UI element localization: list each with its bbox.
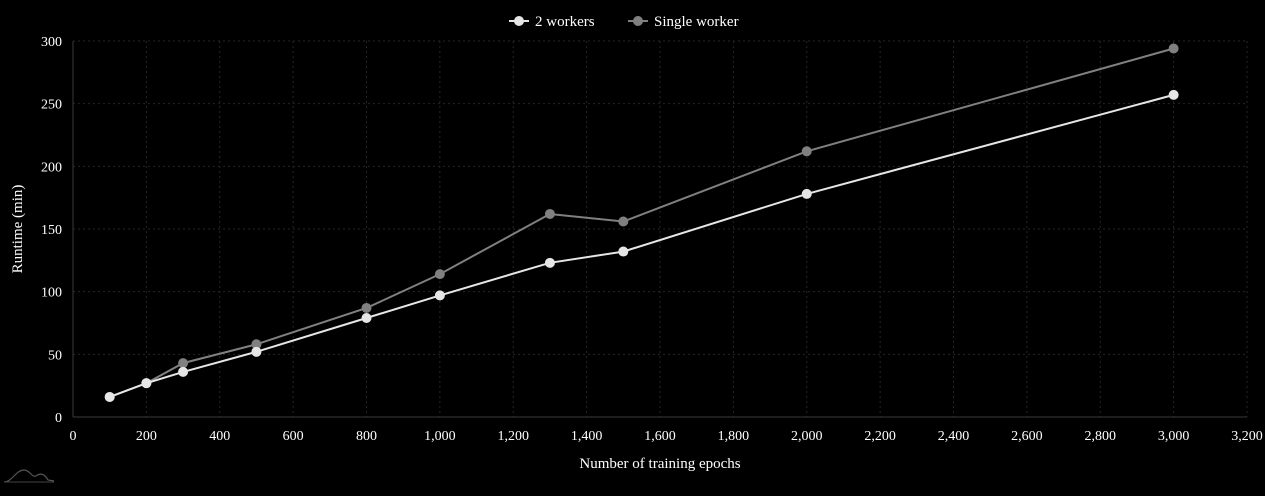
x-axis-title: Number of training epochs: [579, 456, 740, 472]
data-point-2-workers[interactable]: [618, 246, 629, 257]
data-point-2-workers[interactable]: [141, 378, 152, 389]
y-tick-label: 150: [41, 223, 62, 238]
x-tick-label: 2,000: [791, 429, 823, 444]
legend-marker-single-worker: [633, 16, 643, 26]
x-tick-label: 1,000: [424, 429, 456, 444]
x-tick-label: 1,400: [571, 429, 603, 444]
data-point-2-workers[interactable]: [434, 290, 445, 301]
axes: 0 200 400 600 800 1,000 1,200 1,400 1,600 1,800 2,…: [41, 35, 1263, 444]
grid-lines: [73, 40, 1248, 417]
y-tick-label: 50: [48, 348, 62, 363]
data-point-2-workers[interactable]: [361, 312, 372, 323]
x-tick-label: 1,200: [498, 429, 530, 444]
wave-logo-icon: [3, 469, 55, 483]
legend-label-2-workers: 2 workers: [535, 14, 595, 30]
legend-item-2-workers[interactable]: 2 workers: [509, 14, 595, 30]
x-tick-label: 1,800: [718, 429, 750, 444]
data-point-2-workers[interactable]: [104, 391, 115, 402]
series-2-workers: [104, 89, 1179, 402]
y-tick-label: 200: [41, 160, 62, 175]
data-point-single-worker[interactable]: [178, 358, 189, 369]
data-point-single-worker[interactable]: [801, 146, 812, 157]
data-point-single-worker[interactable]: [1168, 43, 1179, 54]
legend[interactable]: 2 workers Single worker: [509, 14, 739, 30]
data-point-2-workers[interactable]: [178, 366, 189, 377]
x-tick-label: 200: [136, 429, 157, 444]
data-point-single-worker[interactable]: [544, 208, 555, 219]
y-tick-label: 100: [41, 286, 62, 301]
series-lines: [104, 43, 1179, 402]
x-tick-label: 3,000: [1158, 429, 1190, 444]
x-tick-label: 2,400: [938, 429, 970, 444]
legend-item-single-worker[interactable]: Single worker: [628, 14, 739, 30]
x-tick-label: 3,200: [1231, 429, 1263, 444]
data-point-2-workers[interactable]: [1168, 89, 1179, 100]
x-tick-label: 1,600: [644, 429, 676, 444]
x-tick-label: 2,800: [1085, 429, 1117, 444]
data-point-single-worker[interactable]: [361, 302, 372, 313]
data-point-2-workers[interactable]: [801, 188, 812, 199]
y-tick-label: 0: [55, 411, 62, 426]
legend-label-single-worker: Single worker: [654, 14, 739, 30]
x-tick-label: 2,200: [864, 429, 896, 444]
series-line-single-worker: [109, 47, 1174, 398]
y-tick-label: 300: [41, 35, 62, 50]
x-tick-label: 400: [209, 429, 230, 444]
x-tick-label: 800: [356, 429, 377, 444]
legend-marker-2-workers: [514, 16, 524, 26]
x-tick-label: 600: [283, 429, 304, 444]
series-line-2-workers: [109, 93, 1174, 398]
data-point-single-worker[interactable]: [251, 339, 262, 350]
series-single-worker: [104, 43, 1179, 402]
data-point-single-worker[interactable]: [618, 216, 629, 227]
y-tick-label: 250: [41, 98, 62, 113]
data-point-single-worker[interactable]: [434, 269, 445, 280]
data-point-2-workers[interactable]: [251, 346, 262, 357]
y-axis-title: Runtime (min): [10, 185, 26, 274]
x-tick-label: 2,600: [1011, 429, 1043, 444]
data-point-2-workers[interactable]: [544, 257, 555, 268]
x-tick-label: 0: [70, 429, 77, 444]
